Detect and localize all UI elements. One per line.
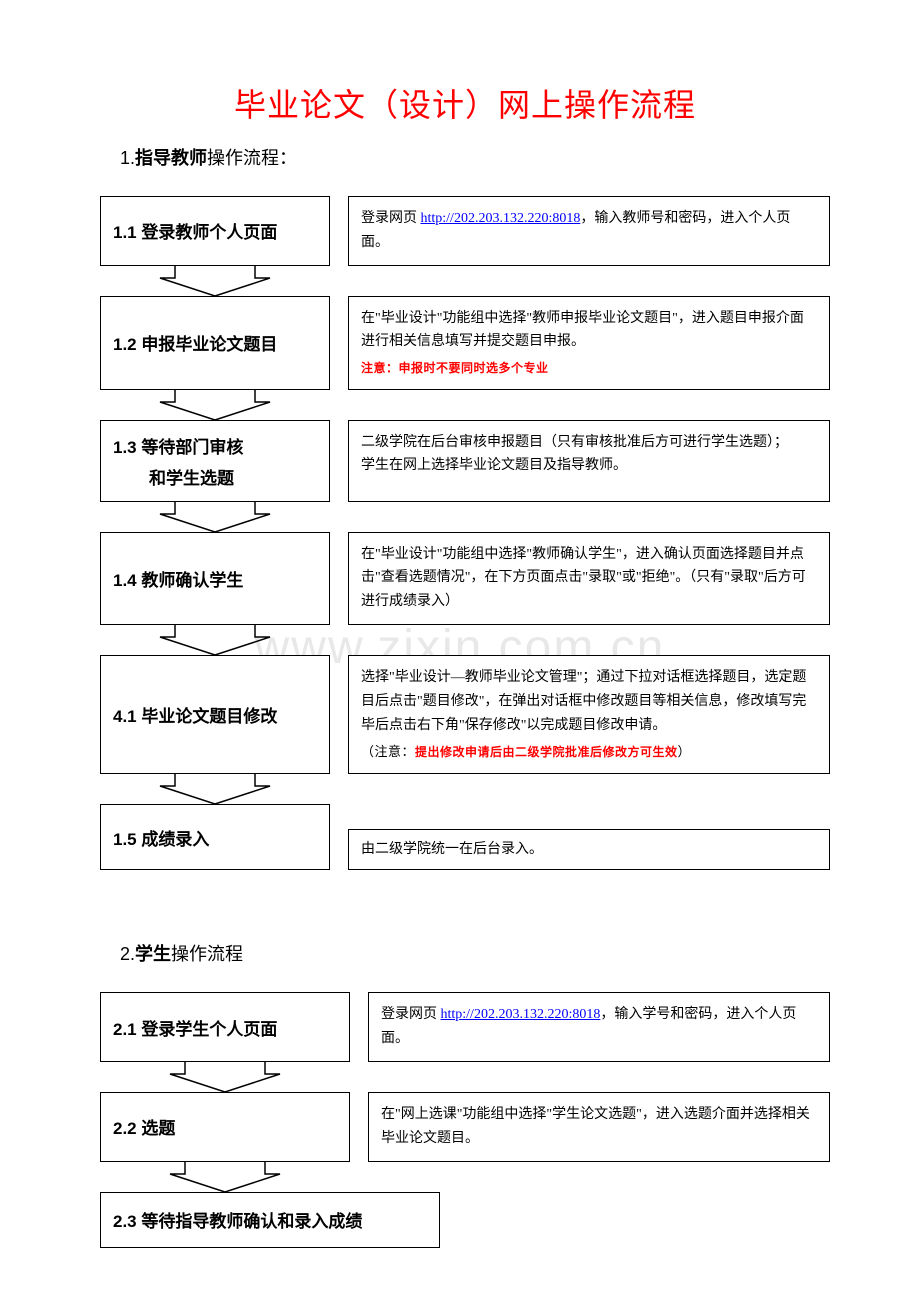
note-close: ）: [678, 744, 692, 759]
desc-text: 在"毕业设计"功能组中选择"教师申报毕业论文题目"，进入题目申报介面进行相关信息…: [361, 307, 817, 355]
login-link[interactable]: http://202.203.132.220:8018: [441, 1007, 601, 1022]
desc-text: 登录网页: [361, 211, 421, 226]
desc-box-2-1: 登录网页 http://202.203.132.220:8018，输入学号和密码…: [368, 992, 830, 1062]
desc-text: 登录网页: [381, 1007, 441, 1022]
flow-row: 2.2 选题 在"网上选课"功能组中选择"学生论文选题"，进入选题介面并选择相关…: [100, 1092, 830, 1162]
section2-bold: 学生: [135, 944, 171, 964]
flow-arrow: [100, 266, 330, 296]
section1-bold: 指导教师: [135, 148, 207, 168]
step-box-1-5: 1.5 成绩录入: [100, 804, 330, 870]
note-paren: （注意：: [361, 744, 415, 759]
desc-text: 选择"毕业设计—教师毕业论文管理"；通过下拉对话框选择题目，选定题目后点击"题目…: [361, 666, 817, 737]
flow-row: 1.4 教师确认学生 在"毕业设计"功能组中选择"教师确认学生"，进入确认页面选…: [100, 532, 830, 625]
flow-row: 2.1 登录学生个人页面 登录网页 http://202.203.132.220…: [100, 992, 830, 1062]
desc-box-1-4: 在"毕业设计"功能组中选择"教师确认学生"，进入确认页面选择题目并点击"查看选题…: [348, 532, 830, 625]
flow-arrow: [100, 390, 330, 420]
step-box-1-2: 1.2 申报毕业论文题目: [100, 296, 330, 390]
step-box-2-2: 2.2 选题: [100, 1092, 350, 1162]
flow-arrow: [100, 1162, 350, 1192]
main-title: 毕业论文（设计）网上操作流程: [100, 80, 830, 126]
note-main: 提出修改申请后由二级学院批准后修改方可生效: [415, 745, 678, 759]
step-box-1-1: 1.1 登录教师个人页面: [100, 196, 330, 266]
flow-arrow: [100, 774, 330, 804]
section1-suffix: 操作流程：: [207, 148, 297, 168]
section1-prefix: 1.: [120, 148, 135, 168]
flow-row: 1.2 申报毕业论文题目 在"毕业设计"功能组中选择"教师申报毕业论文题目"，进…: [100, 296, 830, 390]
step-text: 1.3 等待部门审核: [113, 433, 321, 458]
step-box-1-4: 1.4 教师确认学生: [100, 532, 330, 625]
desc-box-2-2: 在"网上选课"功能组中选择"学生论文选题"，进入选题介面并选择相关毕业论文题目。: [368, 1092, 830, 1162]
flow-row: 1.3 等待部门审核 和学生选题 二级学院在后台审核申报题目（只有审核批准后方可…: [100, 420, 830, 502]
desc-box-1-3: 二级学院在后台审核申报题目（只有审核批准后方可进行学生选题）； 学生在网上选择毕…: [348, 420, 830, 502]
section2-prefix: 2.: [120, 944, 135, 964]
flow-arrow: [100, 502, 330, 532]
desc-box-1-1: 登录网页 http://202.203.132.220:8018，输入教师号和密…: [348, 196, 830, 266]
section2-suffix: 操作流程: [171, 944, 243, 964]
login-link[interactable]: http://202.203.132.220:8018: [421, 211, 581, 226]
section2-heading: 2.学生操作流程: [120, 940, 830, 966]
flow-row: 2.3 等待指导教师确认和录入成绩: [100, 1192, 830, 1248]
desc-box-1-5: 由二级学院统一在后台录入。: [348, 829, 830, 871]
desc-box-4-1: 选择"毕业设计—教师毕业论文管理"；通过下拉对话框选择题目，选定题目后点击"题目…: [348, 655, 830, 774]
step-box-2-1: 2.1 登录学生个人页面: [100, 992, 350, 1062]
note-text: 注意：申报时不要同时选多个专业: [361, 358, 817, 378]
flow-row: 4.1 毕业论文题目修改 选择"毕业设计—教师毕业论文管理"；通过下拉对话框选择…: [100, 655, 830, 774]
flow-arrow: [100, 1062, 350, 1092]
document-content: 毕业论文（设计）网上操作流程 1.指导教师操作流程： 1.1 登录教师个人页面 …: [100, 80, 830, 1248]
desc-box-1-2: 在"毕业设计"功能组中选择"教师申报毕业论文题目"，进入题目申报介面进行相关信息…: [348, 296, 830, 390]
note-text: （注意：提出修改申请后由二级学院批准后修改方可生效）: [361, 741, 817, 763]
step-box-1-3: 1.3 等待部门审核 和学生选题: [100, 420, 330, 502]
flow-row: 1.5 成绩录入 由二级学院统一在后台录入。: [100, 804, 830, 870]
step-box-4-1: 4.1 毕业论文题目修改: [100, 655, 330, 774]
step-box-2-3: 2.3 等待指导教师确认和录入成绩: [100, 1192, 440, 1248]
section2: 2.学生操作流程 2.1 登录学生个人页面 登录网页 http://202.20…: [100, 940, 830, 1247]
section1-heading: 1.指导教师操作流程：: [120, 144, 830, 170]
flow-arrow: [100, 625, 330, 655]
step-subtext: 和学生选题: [113, 464, 321, 489]
flow-row: 1.1 登录教师个人页面 登录网页 http://202.203.132.220…: [100, 196, 830, 266]
